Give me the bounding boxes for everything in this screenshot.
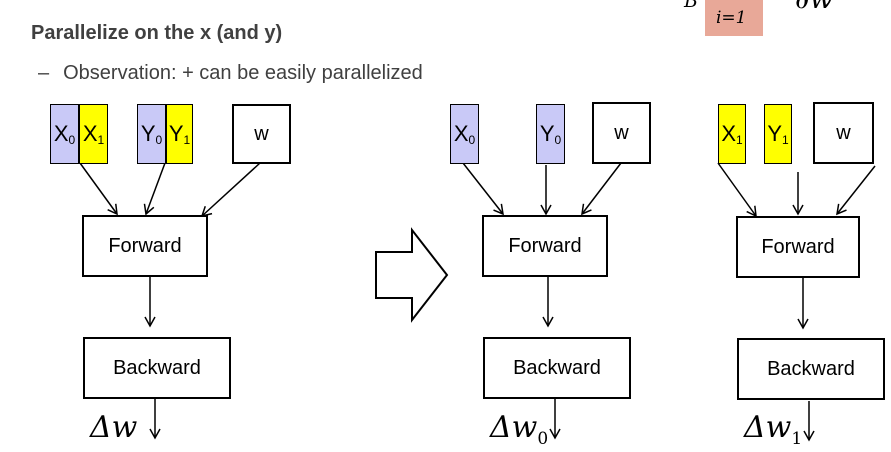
formula-partial: ∂w bbox=[795, 0, 833, 15]
big-right-arrow bbox=[375, 227, 449, 323]
delta-w0-output-mid: Δw0 bbox=[490, 410, 549, 449]
arrow-x-to-forward-right bbox=[717, 162, 757, 218]
formula-highlight bbox=[705, 0, 763, 36]
weight-box-right: w bbox=[813, 102, 874, 164]
formula-sum-index: i=1 bbox=[716, 8, 747, 28]
bullet-dash: – bbox=[38, 62, 50, 84]
backward-box-right: Backward bbox=[737, 338, 885, 400]
arrow-w-to-forward-mid bbox=[581, 162, 622, 216]
delta-w-output-left: Δw bbox=[90, 410, 138, 445]
arrow-w-to-forward-left bbox=[200, 162, 261, 218]
arrow-w-to-forward-right bbox=[836, 165, 876, 216]
bullet-text: Observation: + can be easily parallelize… bbox=[63, 62, 423, 84]
arrow-y-to-forward-left bbox=[143, 162, 166, 216]
forward-box-mid: Forward bbox=[482, 215, 608, 277]
arrow-x-to-forward-mid bbox=[462, 162, 504, 216]
forward-box-left: Forward bbox=[82, 215, 208, 277]
backward-box-left: Backward bbox=[83, 337, 231, 399]
forward-box-right: Forward bbox=[736, 216, 860, 278]
weight-box-left: w bbox=[232, 104, 291, 164]
slide-heading: Parallelize on the x (and y) bbox=[31, 22, 283, 44]
delta-w1-output-right: Δw1 bbox=[744, 410, 803, 449]
bullet-observation: – Observation: + can be easily paralleliz… bbox=[38, 62, 423, 85]
arrow-x-to-forward-left bbox=[79, 162, 118, 216]
backward-box-mid: Backward bbox=[483, 337, 631, 399]
formula-left-var: B bbox=[684, 0, 698, 12]
weight-box-mid: w bbox=[592, 102, 651, 164]
